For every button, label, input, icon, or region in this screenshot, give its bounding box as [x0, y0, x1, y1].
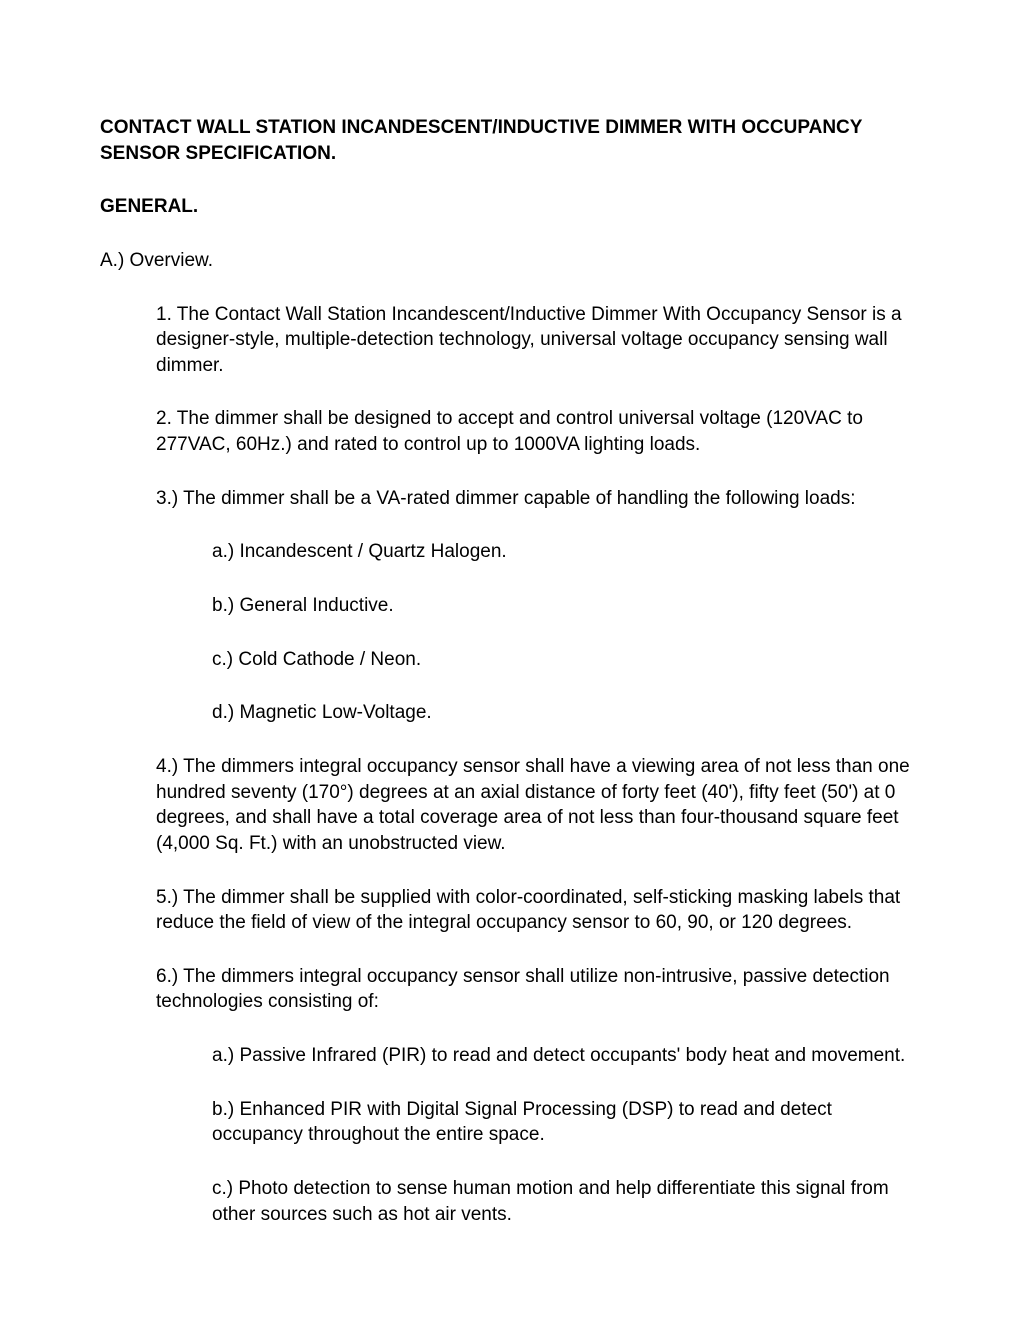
document-title: CONTACT WALL STATION INCANDESCENT/INDUCT…: [100, 115, 920, 166]
paragraph-1: 1. The Contact Wall Station Incandescent…: [156, 302, 920, 379]
paragraph-4: 4.) The dimmers integral occupancy senso…: [156, 754, 920, 857]
paragraph-3b: b.) General Inductive.: [212, 593, 920, 619]
section-heading-general: GENERAL.: [100, 194, 920, 220]
paragraph-6: 6.) The dimmers integral occupancy senso…: [156, 964, 920, 1015]
paragraph-3a: a.) Incandescent / Quartz Halogen.: [212, 539, 920, 565]
paragraph-3: 3.) The dimmer shall be a VA-rated dimme…: [156, 486, 920, 512]
paragraph-6b: b.) Enhanced PIR with Digital Signal Pro…: [212, 1097, 920, 1148]
paragraph-2: 2. The dimmer shall be designed to accep…: [156, 406, 920, 457]
paragraph-3c: c.) Cold Cathode / Neon.: [212, 647, 920, 673]
paragraph-5: 5.) The dimmer shall be supplied with co…: [156, 885, 920, 936]
paragraph-3d: d.) Magnetic Low-Voltage.: [212, 700, 920, 726]
overview-label: A.) Overview.: [100, 248, 920, 274]
paragraph-6a: a.) Passive Infrared (PIR) to read and d…: [212, 1043, 920, 1069]
paragraph-6c: c.) Photo detection to sense human motio…: [212, 1176, 920, 1227]
